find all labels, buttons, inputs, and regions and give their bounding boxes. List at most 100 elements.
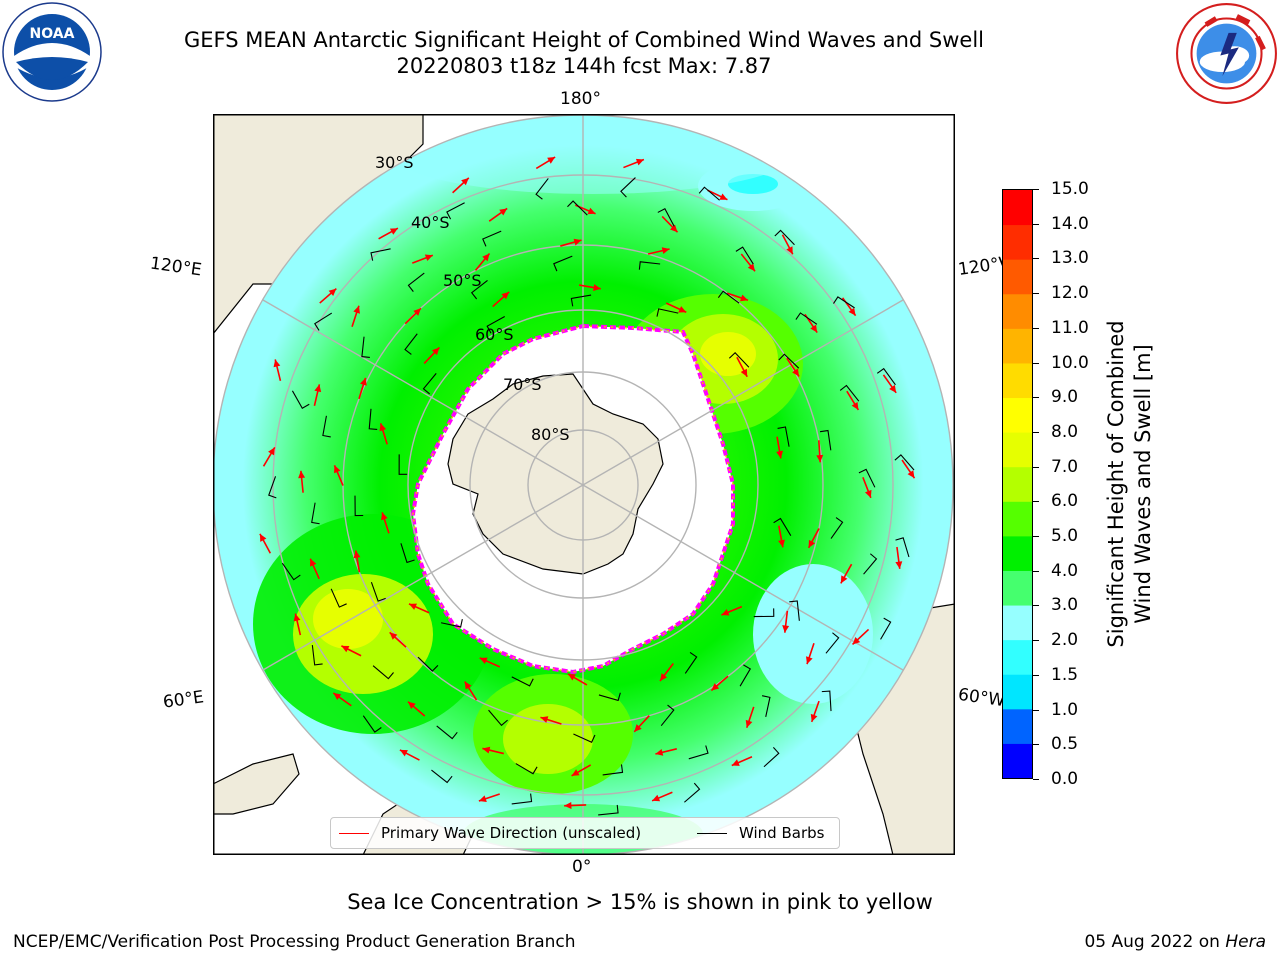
colorbar-tick-label: 0.5 (1051, 734, 1079, 755)
wind-barb (839, 384, 860, 402)
wave-arrow-head (864, 489, 872, 498)
wind-barb (404, 333, 418, 355)
wave-arrow-head (778, 539, 785, 548)
wave-arrow-head (310, 558, 317, 567)
colorbar-swatch (1003, 432, 1032, 468)
wind-barb (314, 312, 333, 331)
wave-arrow-head (721, 609, 730, 616)
colorbar-label-line1: Significant Height of Combined (1104, 320, 1128, 648)
wave-arrow-head (782, 625, 790, 633)
wind-barb (830, 517, 844, 539)
legend-label: Wind Barbs (739, 824, 825, 842)
wave-arrow-head (381, 512, 388, 521)
wave-arrow-head (408, 603, 417, 610)
wind-barb (761, 695, 771, 718)
wind-barb (407, 272, 425, 292)
colorbar-swatch (1003, 639, 1032, 675)
wind-barb (717, 290, 740, 304)
noaa-logo: NOAA (2, 2, 102, 102)
wind-barb (362, 715, 382, 733)
wind-barb (819, 429, 832, 451)
wind-barb (417, 656, 439, 672)
wave-arrow-head (482, 253, 490, 262)
wind-barb (511, 793, 533, 805)
wave-arrow-head (808, 539, 816, 548)
wave-arrow-head (805, 656, 813, 665)
wind-barb (482, 230, 502, 247)
wind-barb (488, 709, 508, 727)
wind-barb (598, 692, 621, 702)
wind-barb (422, 373, 437, 395)
wave-arrow-head (587, 207, 596, 215)
wind-barb (753, 608, 775, 618)
wave-arrow-head (786, 246, 793, 255)
lon-label-120e: 120°E (148, 253, 203, 281)
wave-arrow-head (461, 177, 469, 186)
wave-arrow-head (334, 465, 341, 474)
wave-direction-arrows (259, 156, 916, 809)
colorbar-swatch (1003, 293, 1032, 329)
wind-barb (728, 351, 750, 368)
wave-arrow-head (478, 795, 487, 803)
footer-date-text: 05 Aug 2022 on (1084, 932, 1226, 952)
lon-label-0: 0° (572, 857, 592, 877)
colorbar-tick-label: 5.0 (1051, 526, 1079, 547)
lat-label-30s: 30°S (375, 153, 414, 172)
wind-barb (795, 312, 818, 325)
wind-barb (368, 408, 378, 431)
wind-barb (735, 246, 754, 265)
wave-arrow-head (660, 673, 668, 682)
wind-barb (515, 763, 538, 775)
wave-arrow-head (407, 701, 416, 710)
wind-barb (876, 367, 896, 386)
wind-barb (688, 745, 709, 760)
wave-arrow-head (431, 347, 440, 356)
wave-arrow-head (389, 632, 398, 640)
wind-barb (311, 644, 323, 666)
colorbar-swatch (1003, 674, 1032, 710)
lon-label-180: 180° (560, 89, 601, 109)
wave-arrow-head (907, 470, 915, 479)
colorbar-swatch (1003, 466, 1032, 502)
colorbar-tick-label: 7.0 (1051, 456, 1079, 477)
lat-label-60s: 60°S (475, 325, 514, 344)
colorbar-tick-label: 8.0 (1051, 421, 1079, 442)
wave-arrow-head (661, 247, 670, 255)
colorbar-tick-label: 11.0 (1051, 317, 1089, 338)
wind-barb (739, 664, 752, 687)
lat-label-50s: 50°S (443, 271, 482, 290)
wind-barb (400, 543, 415, 564)
wind-barb (354, 495, 364, 517)
wind-barb (684, 651, 698, 674)
wind-barb (684, 782, 701, 803)
wind-barb (657, 207, 675, 227)
wind-barb (322, 415, 331, 438)
colorbar (1002, 189, 1033, 779)
footer-host: Hera (1225, 932, 1266, 952)
wave-arrow-head (328, 288, 337, 296)
colorbar-swatch (1003, 328, 1032, 364)
wave-arrow-head (353, 550, 361, 559)
wave-arrow-head (652, 794, 661, 802)
colorbar-swatch (1003, 190, 1032, 226)
wave-arrow-head (740, 294, 748, 302)
lat-label-70s: 70°S (503, 375, 542, 394)
colorbar-tick-label: 14.0 (1051, 213, 1089, 234)
colorbar-swatch (1003, 259, 1032, 295)
colorbar-swatch (1003, 535, 1032, 571)
chart-subtitle: 20220803 t18z 144h fcst Max: 7.87 (396, 54, 772, 78)
wave-arrow-head (293, 613, 301, 622)
wave-arrow-head (719, 193, 728, 200)
wind-barb (511, 676, 534, 687)
legend-item-wave-direction: Primary Wave Direction (unscaled) (339, 824, 641, 842)
colorbar-swatch (1003, 362, 1032, 399)
wave-arrow-head (547, 157, 556, 164)
wave-arrow-head (840, 575, 848, 584)
wave-arrow-head (848, 307, 856, 316)
wave-arrow-head (564, 802, 572, 809)
wind-barb (567, 200, 588, 216)
wind-barb (620, 177, 636, 198)
wave-arrow-head (895, 561, 903, 569)
lon-label-60w: 60°W (956, 684, 1007, 712)
antarctica-land (447, 373, 664, 575)
